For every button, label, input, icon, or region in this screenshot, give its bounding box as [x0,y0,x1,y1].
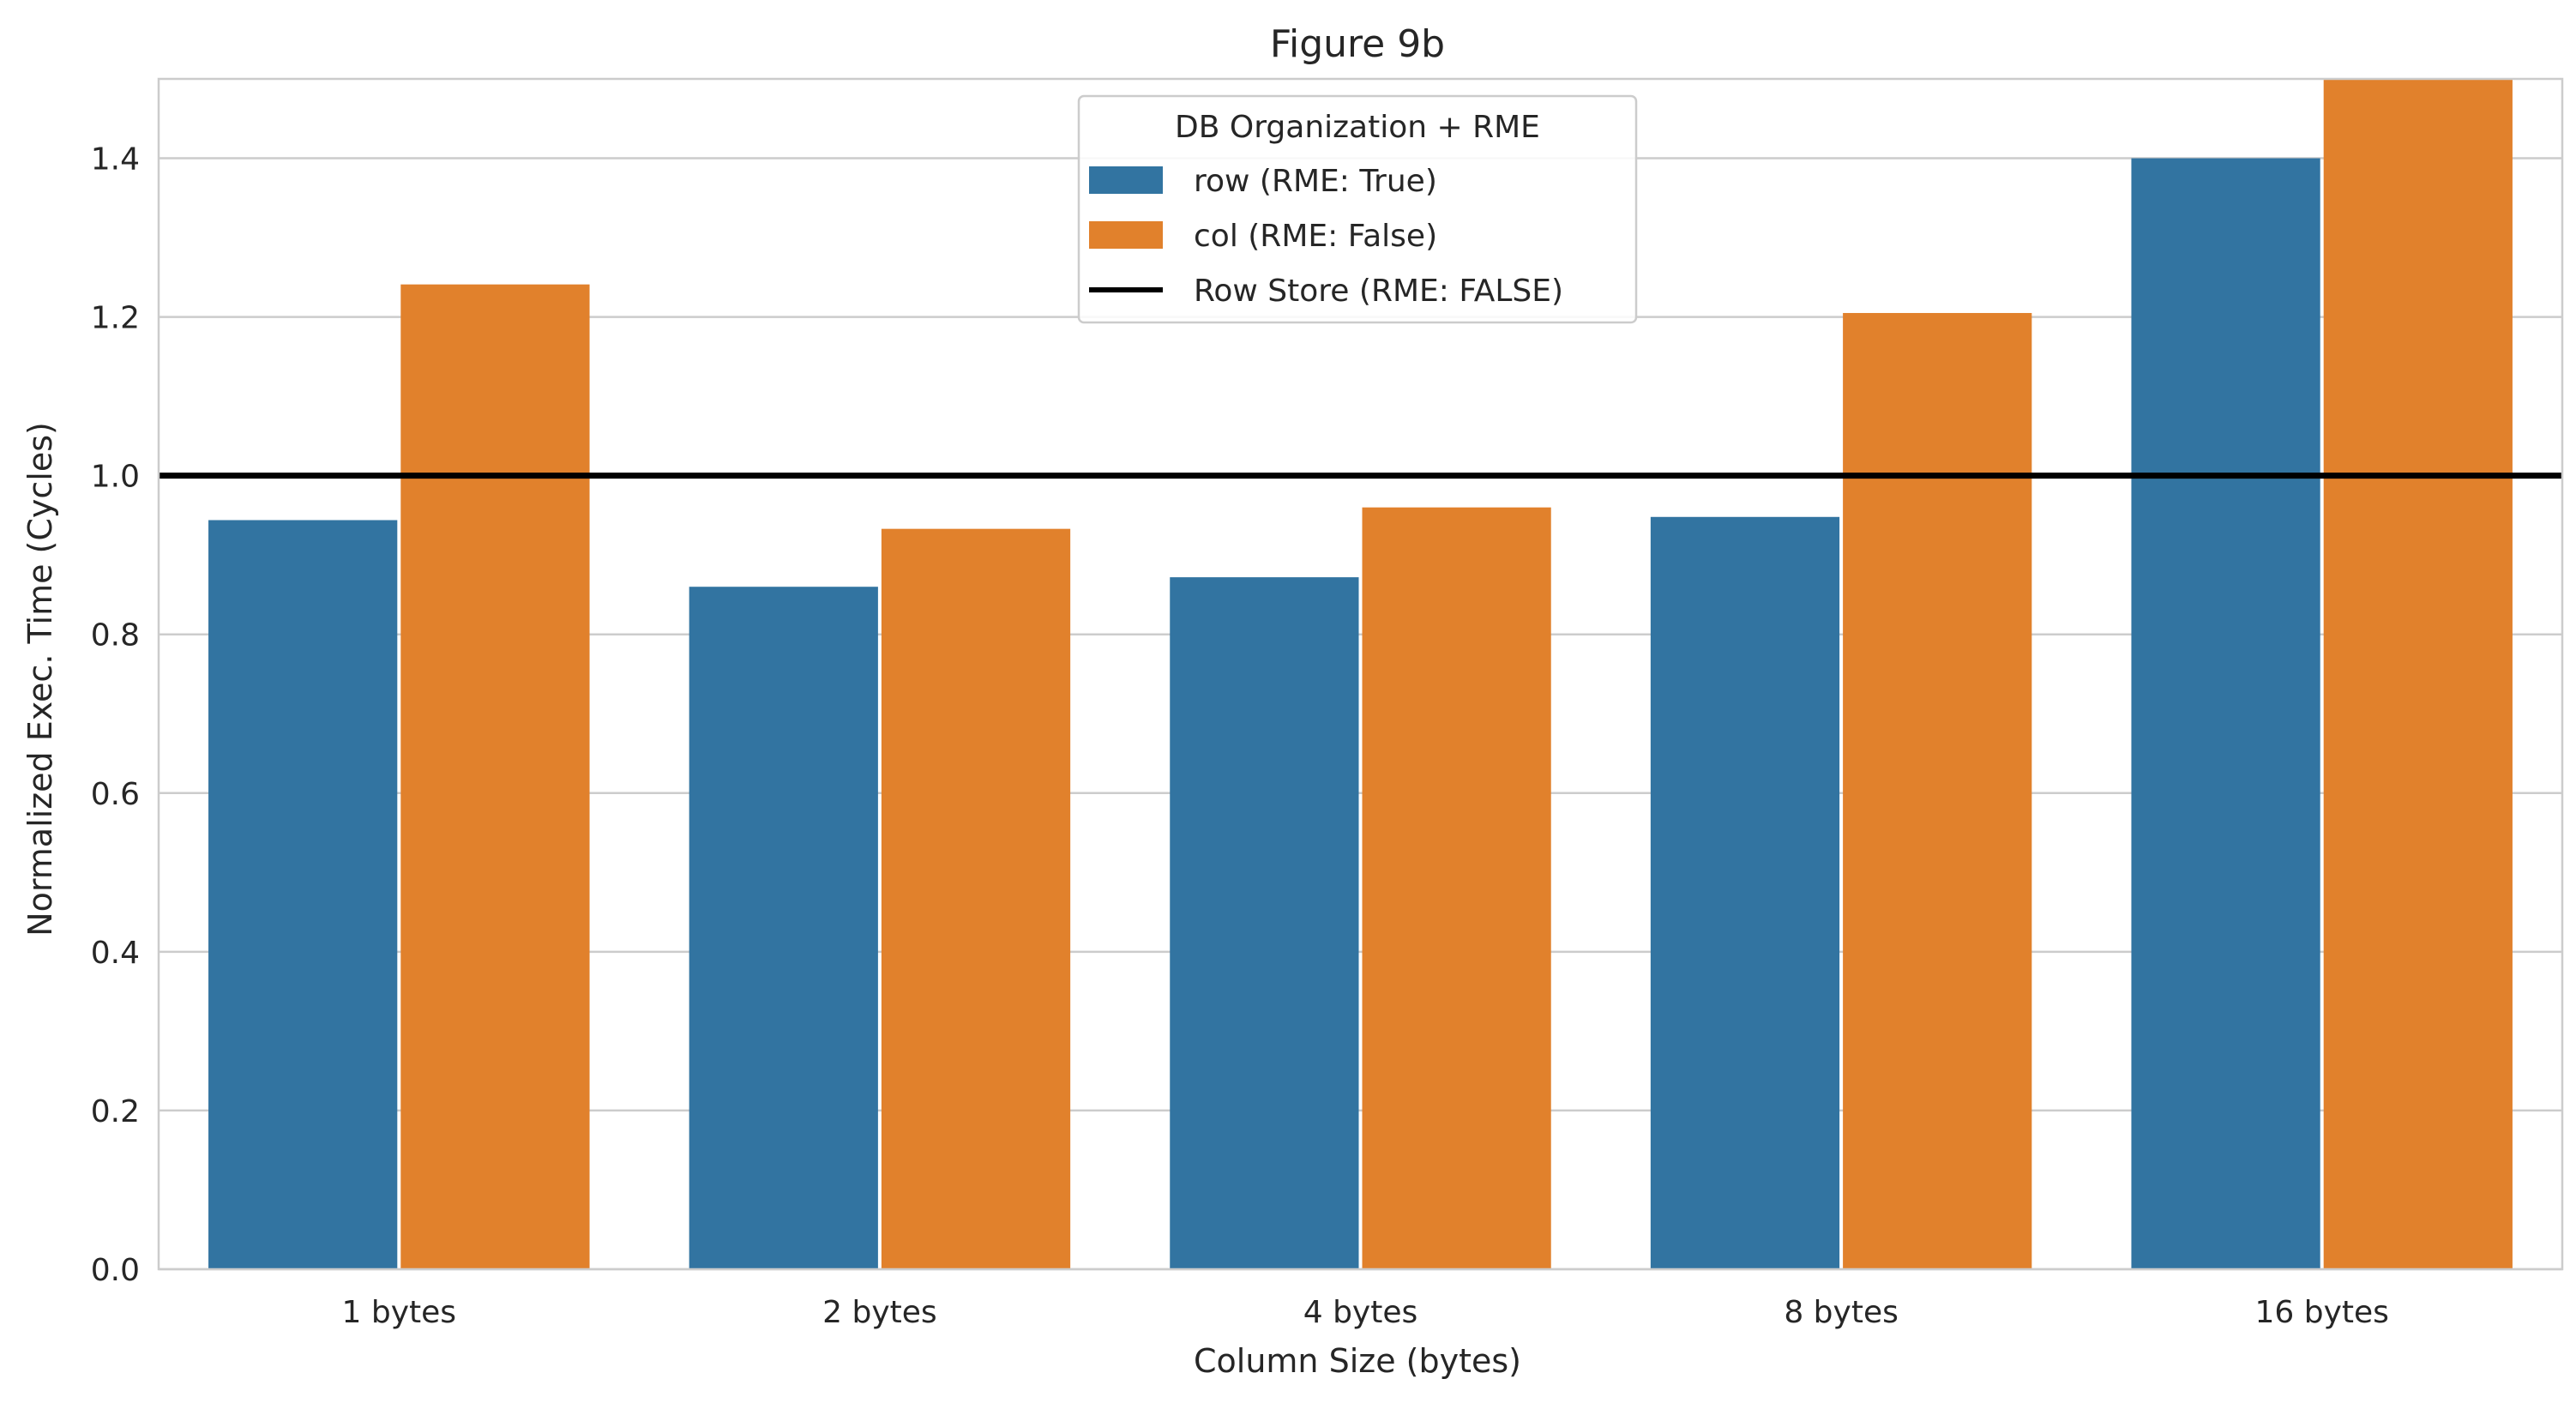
bars [208,79,2513,1270]
chart-title: Figure 9b [1270,22,1445,66]
legend: DB Organization + RME row (RME: True) co… [1077,94,1638,324]
x-tick-label: 8 bytes [1784,1295,1899,1330]
y-tick-label: 1.0 [91,460,140,495]
x-tick-label: 1 bytes [342,1295,457,1330]
legend-box [1077,94,1638,324]
x-axis-ticks: 1 bytes 2 bytes 4 bytes 8 bytes 16 bytes [342,1295,2389,1330]
x-tick-label: 4 bytes [1303,1295,1418,1330]
plot-area-frame [157,77,2564,1271]
legend-label-row: row (RME: True) [1194,164,1437,199]
y-tick-label: 0.6 [91,777,140,812]
bar-col [881,528,1071,1269]
y-tick-label: 0.8 [91,618,140,653]
legend-label-reference: Row Store (RME: FALSE) [1194,274,1563,309]
x-tick-label: 2 bytes [822,1295,937,1330]
bar-col [2323,79,2513,1269]
y-tick-label: 0.2 [91,1094,140,1129]
y-tick-label: 1.2 [91,301,140,336]
y-tick-label: 0.4 [91,936,140,971]
legend-swatch-row [1089,166,1163,194]
bar-col [400,284,590,1269]
bar-col [1362,507,1551,1269]
bar-row [689,587,878,1269]
x-tick-label: 16 bytes [2254,1295,2388,1330]
y-tick-label: 1.4 [91,142,140,178]
bar-row [208,520,398,1269]
bar-row [1650,516,1840,1269]
bar-col [1843,312,2032,1269]
bar-row [1170,577,1359,1269]
x-axis-label: Column Size (bytes) [1194,1342,1521,1380]
y-axis-label: Normalized Exec. Time (Cycles) [21,422,59,936]
bar-row [2131,158,2320,1270]
legend-title: DB Organization + RME [1175,110,1540,145]
legend-label-col: col (RME: False) [1194,219,1437,254]
y-axis-ticks: 0.0 0.2 0.4 0.6 0.8 1.0 1.2 1.4 [91,142,140,1288]
y-tick-label: 0.0 [91,1253,140,1288]
legend-swatch-col [1089,221,1163,249]
